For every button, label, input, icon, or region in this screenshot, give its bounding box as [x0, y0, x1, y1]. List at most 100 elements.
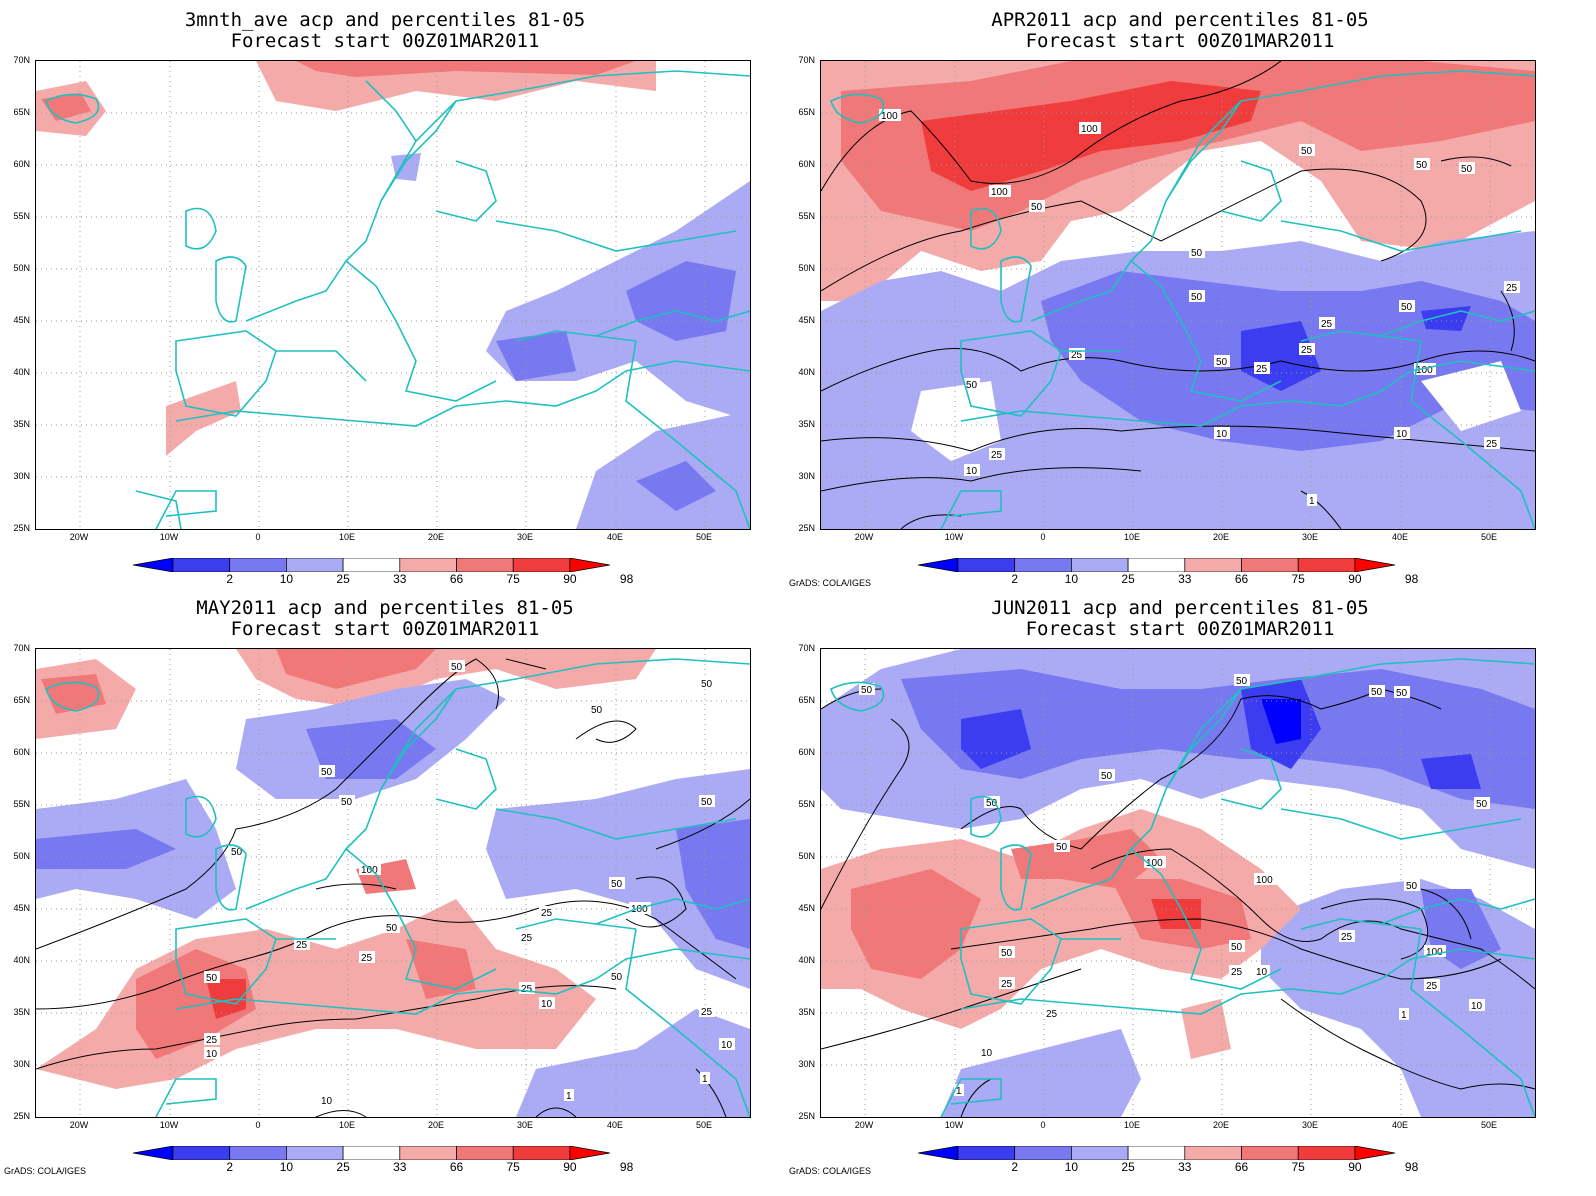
colorbar-svg: [918, 558, 1395, 572]
colorbar-segment: [1184, 1146, 1242, 1160]
lon-label: 20E: [1212, 1120, 1229, 1130]
colorbar-segment: [569, 1146, 610, 1160]
lon-label: 0: [1040, 1120, 1046, 1130]
lat-label: 35N: [798, 1007, 815, 1017]
coastlines: [830, 658, 1535, 1117]
field-red-north-core: [276, 649, 436, 689]
panel-jun2011: JUN2011 acp and percentiles 81-05 Foreca…: [785, 588, 1575, 1178]
map-plot: 50 50 50 50 50 50 50 50 100 100 50 25 10…: [820, 648, 1536, 1118]
lon-label: 20E: [1212, 532, 1229, 542]
field-blue-south: [516, 1009, 750, 1117]
svg-text:50: 50: [1301, 146, 1313, 157]
svg-text:10: 10: [321, 1096, 333, 1107]
colorbar-segment: [1014, 1146, 1072, 1160]
colorbar-label: 98: [619, 1160, 634, 1174]
lon-label: 10E: [338, 532, 355, 542]
colorbar-segment: [569, 558, 610, 572]
contour-labels: 50 50 50 50 50 50 50 100 50 100 25 25 50…: [204, 660, 735, 1107]
colorbar-label: 2: [226, 572, 234, 586]
panel-apr2011: APR2011 acp and percentiles 81-05 Foreca…: [785, 0, 1575, 590]
svg-text:10: 10: [541, 999, 553, 1010]
svg-text:50: 50: [341, 797, 353, 808]
colorbar-label: 98: [1404, 572, 1419, 586]
svg-text:25: 25: [1231, 967, 1243, 978]
colorbar-segment: [342, 558, 401, 572]
svg-text:25: 25: [1506, 283, 1518, 294]
svg-text:50: 50: [1401, 302, 1413, 313]
colorbar-segment: [1241, 558, 1299, 572]
panel-title-line1: APR2011 acp and percentiles 81-05: [991, 9, 1369, 31]
lon-label: 20W: [854, 1120, 874, 1130]
lat-label: 60N: [13, 159, 30, 169]
lat-label: 70N: [13, 55, 30, 65]
colorbar-label: 2: [226, 1160, 234, 1174]
svg-text:25: 25: [1046, 1009, 1058, 1020]
svg-text:100: 100: [1426, 947, 1443, 958]
lat-label: 55N: [13, 799, 30, 809]
map-svg: [36, 61, 750, 529]
colorbar-label: 90: [1348, 1160, 1362, 1174]
svg-text:10: 10: [1471, 1001, 1483, 1012]
colorbar-segment: [399, 1146, 457, 1160]
lat-label: 25N: [13, 1111, 30, 1121]
lon-label: 20E: [427, 532, 444, 542]
lat-label: 65N: [13, 695, 30, 705]
contour-labels: 50 50 50 50 50 50 50 50 100 100 50 25 10…: [859, 674, 1490, 1097]
panel-title-line2: Forecast start 00Z01MAR2011: [1025, 30, 1335, 52]
coastlines: [45, 658, 750, 1117]
colorbar-segment: [456, 558, 514, 572]
panel-may2011: MAY2011 acp and percentiles 81-05 Foreca…: [0, 588, 790, 1178]
lat-label: 55N: [798, 799, 815, 809]
colorbar-segment: [399, 558, 457, 572]
colorbar-label: 33: [1178, 1160, 1192, 1174]
svg-text:50: 50: [321, 767, 333, 778]
colorbar-label: 10: [279, 572, 294, 586]
colorbar-segment: [172, 558, 231, 572]
lat-label: 40N: [13, 955, 30, 965]
svg-text:10: 10: [1396, 429, 1408, 440]
svg-text:1: 1: [1401, 1010, 1407, 1021]
lat-label: 30N: [13, 1059, 30, 1069]
field-white-hole-1: [911, 381, 1001, 461]
colorbar-segment: [1297, 558, 1356, 572]
colorbar-segment: [918, 558, 959, 572]
lat-label: 30N: [798, 1059, 815, 1069]
svg-text:50: 50: [966, 380, 978, 391]
lat-label: 50N: [798, 263, 815, 273]
svg-text:10: 10: [1256, 967, 1268, 978]
lat-label: 40N: [798, 367, 815, 377]
svg-text:50: 50: [611, 972, 623, 983]
lon-label: 10W: [944, 532, 964, 542]
field-blue-turkey: [496, 331, 576, 381]
field-blue-south: [941, 1029, 1141, 1117]
colorbar-label: 33: [393, 572, 407, 586]
svg-text:1: 1: [1309, 496, 1315, 507]
map-plot: 50 50 50 50 50 50 50 100 50 100 25 25 50…: [35, 648, 751, 1118]
svg-text:50: 50: [451, 662, 463, 673]
colorbar: 2 10 25 33 66 75 90 98: [918, 1146, 1438, 1176]
colorbar-label: 90: [563, 572, 577, 586]
svg-text:50: 50: [861, 685, 873, 696]
field-red-north-core: [921, 81, 1261, 191]
lon-label: 50E: [695, 1120, 712, 1130]
colorbar-segment: [957, 558, 1016, 572]
lat-label: 60N: [798, 159, 815, 169]
panel-title-line1: MAY2011 acp and percentiles 81-05: [196, 597, 574, 619]
lon-label: 0: [255, 1120, 261, 1130]
lat-label: 30N: [798, 471, 815, 481]
contour-labels: 100 100 100 50 50 50 50 50 50 50 25 25 2…: [879, 109, 1520, 507]
svg-text:25: 25: [296, 940, 308, 951]
lon-label: 20W: [69, 532, 89, 542]
svg-text:50: 50: [701, 797, 713, 808]
colorbar-label: 75: [1291, 1160, 1305, 1174]
lat-label: 55N: [13, 211, 30, 221]
field-blue-deep-3: [1421, 754, 1481, 789]
svg-text:50: 50: [1191, 292, 1203, 303]
coastlines: [45, 70, 750, 529]
map-svg: 100 100 100 50 50 50 50 50 50 50 25 25 2…: [821, 61, 1535, 529]
field-red-north-mid: [841, 61, 1535, 231]
map-svg: 50 50 50 50 50 50 50 50 100 100 50 25 10…: [821, 649, 1535, 1117]
lon-label: 20W: [854, 532, 874, 542]
lon-label: 10W: [944, 1120, 964, 1130]
colorbar-label: 90: [1348, 572, 1362, 586]
